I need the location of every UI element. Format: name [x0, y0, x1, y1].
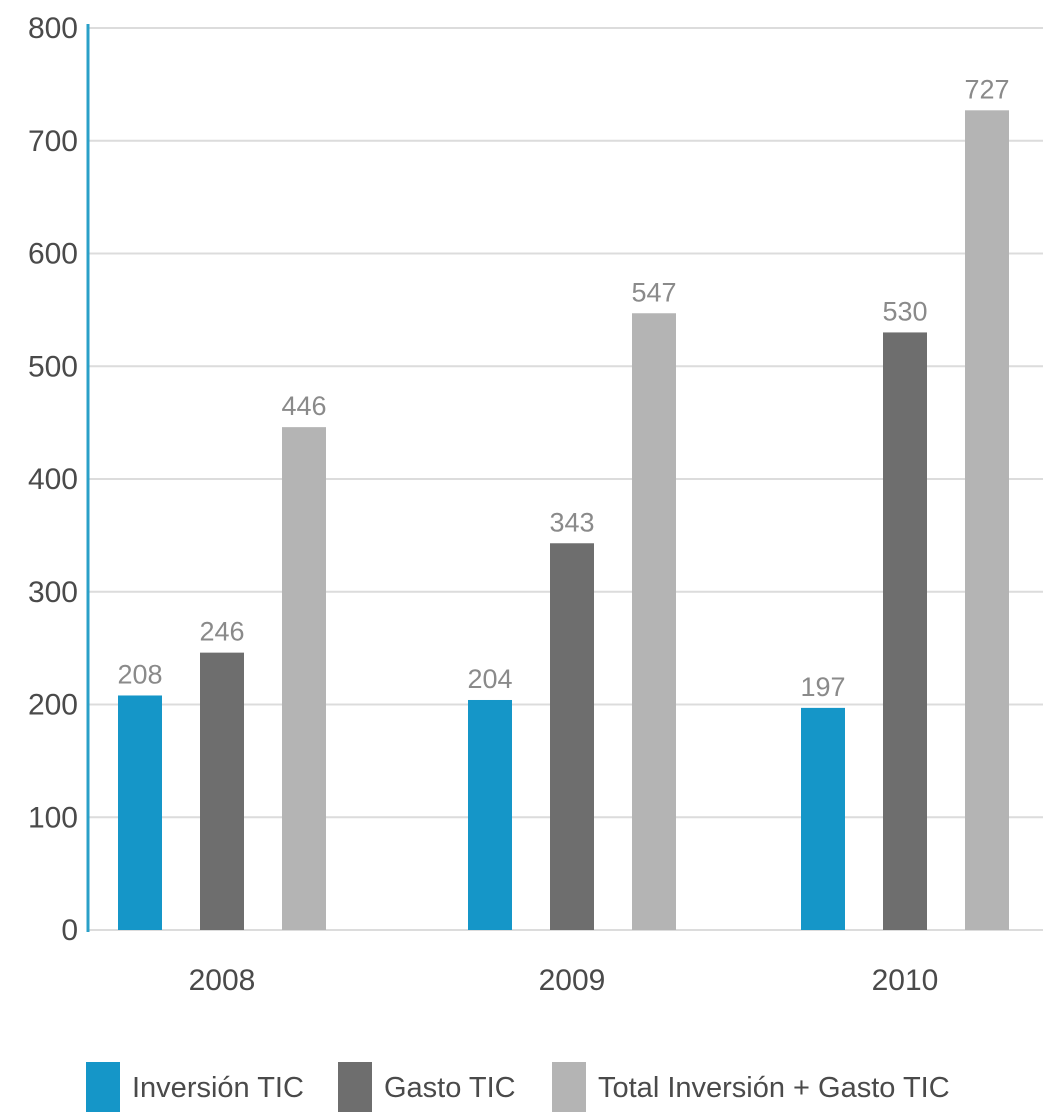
bar-2009-series-1 [550, 543, 594, 930]
x-axis-category-labels: 2008 2009 2010 [189, 964, 939, 997]
y-tick-label: 0 [61, 914, 78, 947]
bar-2008-series-0 [118, 695, 162, 930]
bar-value-label: 246 [199, 617, 244, 647]
bar-2010-series-1 [883, 332, 927, 930]
bar-2008-series-2 [282, 427, 326, 930]
bar-2009-series-2 [632, 313, 676, 930]
y-tick-label: 600 [28, 238, 78, 271]
bar-value-label: 343 [549, 507, 594, 537]
y-tick-label: 700 [28, 125, 78, 158]
y-axis-tick-labels: 0 100 200 300 400 500 600 700 800 [28, 12, 78, 947]
bar-value-label: 530 [882, 296, 927, 326]
y-tick-label: 100 [28, 801, 78, 834]
x-category-label: 2010 [872, 964, 939, 997]
bar-2009-series-0 [468, 699, 512, 930]
legend-swatch [86, 1062, 120, 1112]
legend-swatch [338, 1062, 372, 1112]
bar-value-label: 547 [631, 277, 676, 307]
bars [118, 110, 1009, 931]
bar-2008-series-1 [200, 652, 244, 930]
legend-label: Gasto TIC [384, 1072, 516, 1104]
bar-2010-series-2 [965, 110, 1009, 931]
legend-swatch [552, 1062, 586, 1112]
y-tick-label: 200 [28, 689, 78, 722]
y-tick-label: 800 [28, 12, 78, 45]
bar-value-label: 197 [800, 672, 845, 702]
y-tick-label: 500 [28, 350, 78, 383]
bar-value-label: 446 [281, 391, 326, 421]
bar-value-label: 727 [964, 74, 1009, 104]
grid-lines [88, 27, 1043, 931]
bar-value-label: 208 [117, 659, 162, 689]
bar-value-label: 204 [467, 664, 512, 694]
y-tick-label: 400 [28, 463, 78, 496]
y-tick-label: 300 [28, 576, 78, 609]
bar-value-labels: 208 204 197 246 343 530 446 547 727 [117, 74, 1009, 702]
bar-2010-series-0 [801, 707, 845, 930]
x-category-label: 2009 [539, 964, 606, 997]
legend-label: Inversión TIC [132, 1072, 304, 1104]
legend-label: Total Inversión + Gasto TIC [598, 1072, 950, 1104]
x-category-label: 2008 [189, 964, 256, 997]
legend: Inversión TIC Gasto TIC Total Inversión + … [86, 1062, 950, 1112]
